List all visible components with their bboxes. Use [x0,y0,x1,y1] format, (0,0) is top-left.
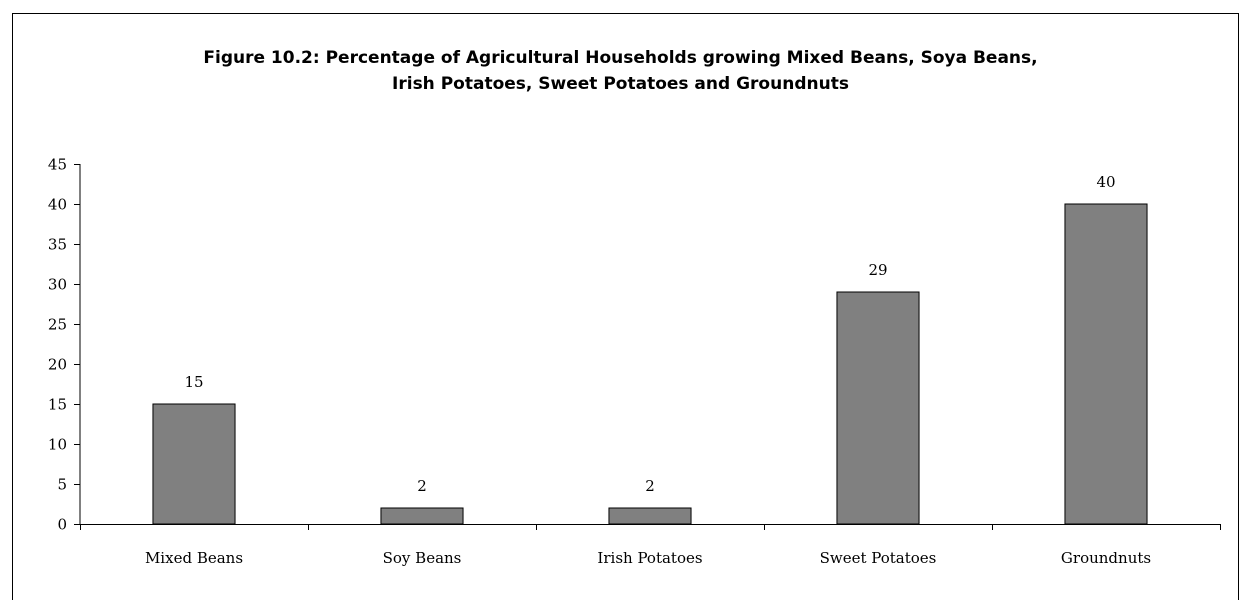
data-label: 2 [645,477,655,495]
bar [380,507,464,525]
chart-title: Figure 10.2: Percentage of Agricultural … [0,45,1241,97]
chart-title-line-1: Figure 10.2: Percentage of Agricultural … [203,48,1038,68]
y-tick-label: 20 [48,356,67,374]
bar [1064,203,1148,525]
y-tick-label: 40 [48,196,67,214]
x-tick-label: Sweet Potatoes [820,549,937,567]
x-tick-label: Irish Potatoes [597,549,702,567]
data-label: 29 [868,261,887,279]
data-label: 15 [184,373,203,391]
x-tick-label: Soy Beans [383,549,462,567]
bar [836,291,920,525]
y-tick-label: 15 [48,396,67,414]
y-tick-label: 10 [48,436,67,454]
y-tick-label: 35 [48,236,67,254]
x-tick-label: Mixed Beans [145,549,243,567]
bars [152,203,1148,525]
y-tick-label: 5 [57,476,67,494]
y-tick-label: 30 [48,276,67,294]
y-tick-label: 45 [48,156,67,174]
x-axis: Mixed Beans Soy Beans Irish Potatoes Sweet … [80,524,1221,567]
x-tick-label: Groundnuts [1061,549,1151,567]
bar [608,507,692,525]
y-axis: 0 5 10 15 20 25 30 35 40 45 [48,156,81,534]
y-tick-label: 25 [48,316,67,334]
chart-title-line-2: Irish Potatoes, Sweet Potatoes and Groun… [392,74,849,94]
data-label: 40 [1096,173,1115,191]
y-tick-label: 0 [57,516,67,534]
data-label: 2 [417,477,427,495]
bar [152,403,236,525]
